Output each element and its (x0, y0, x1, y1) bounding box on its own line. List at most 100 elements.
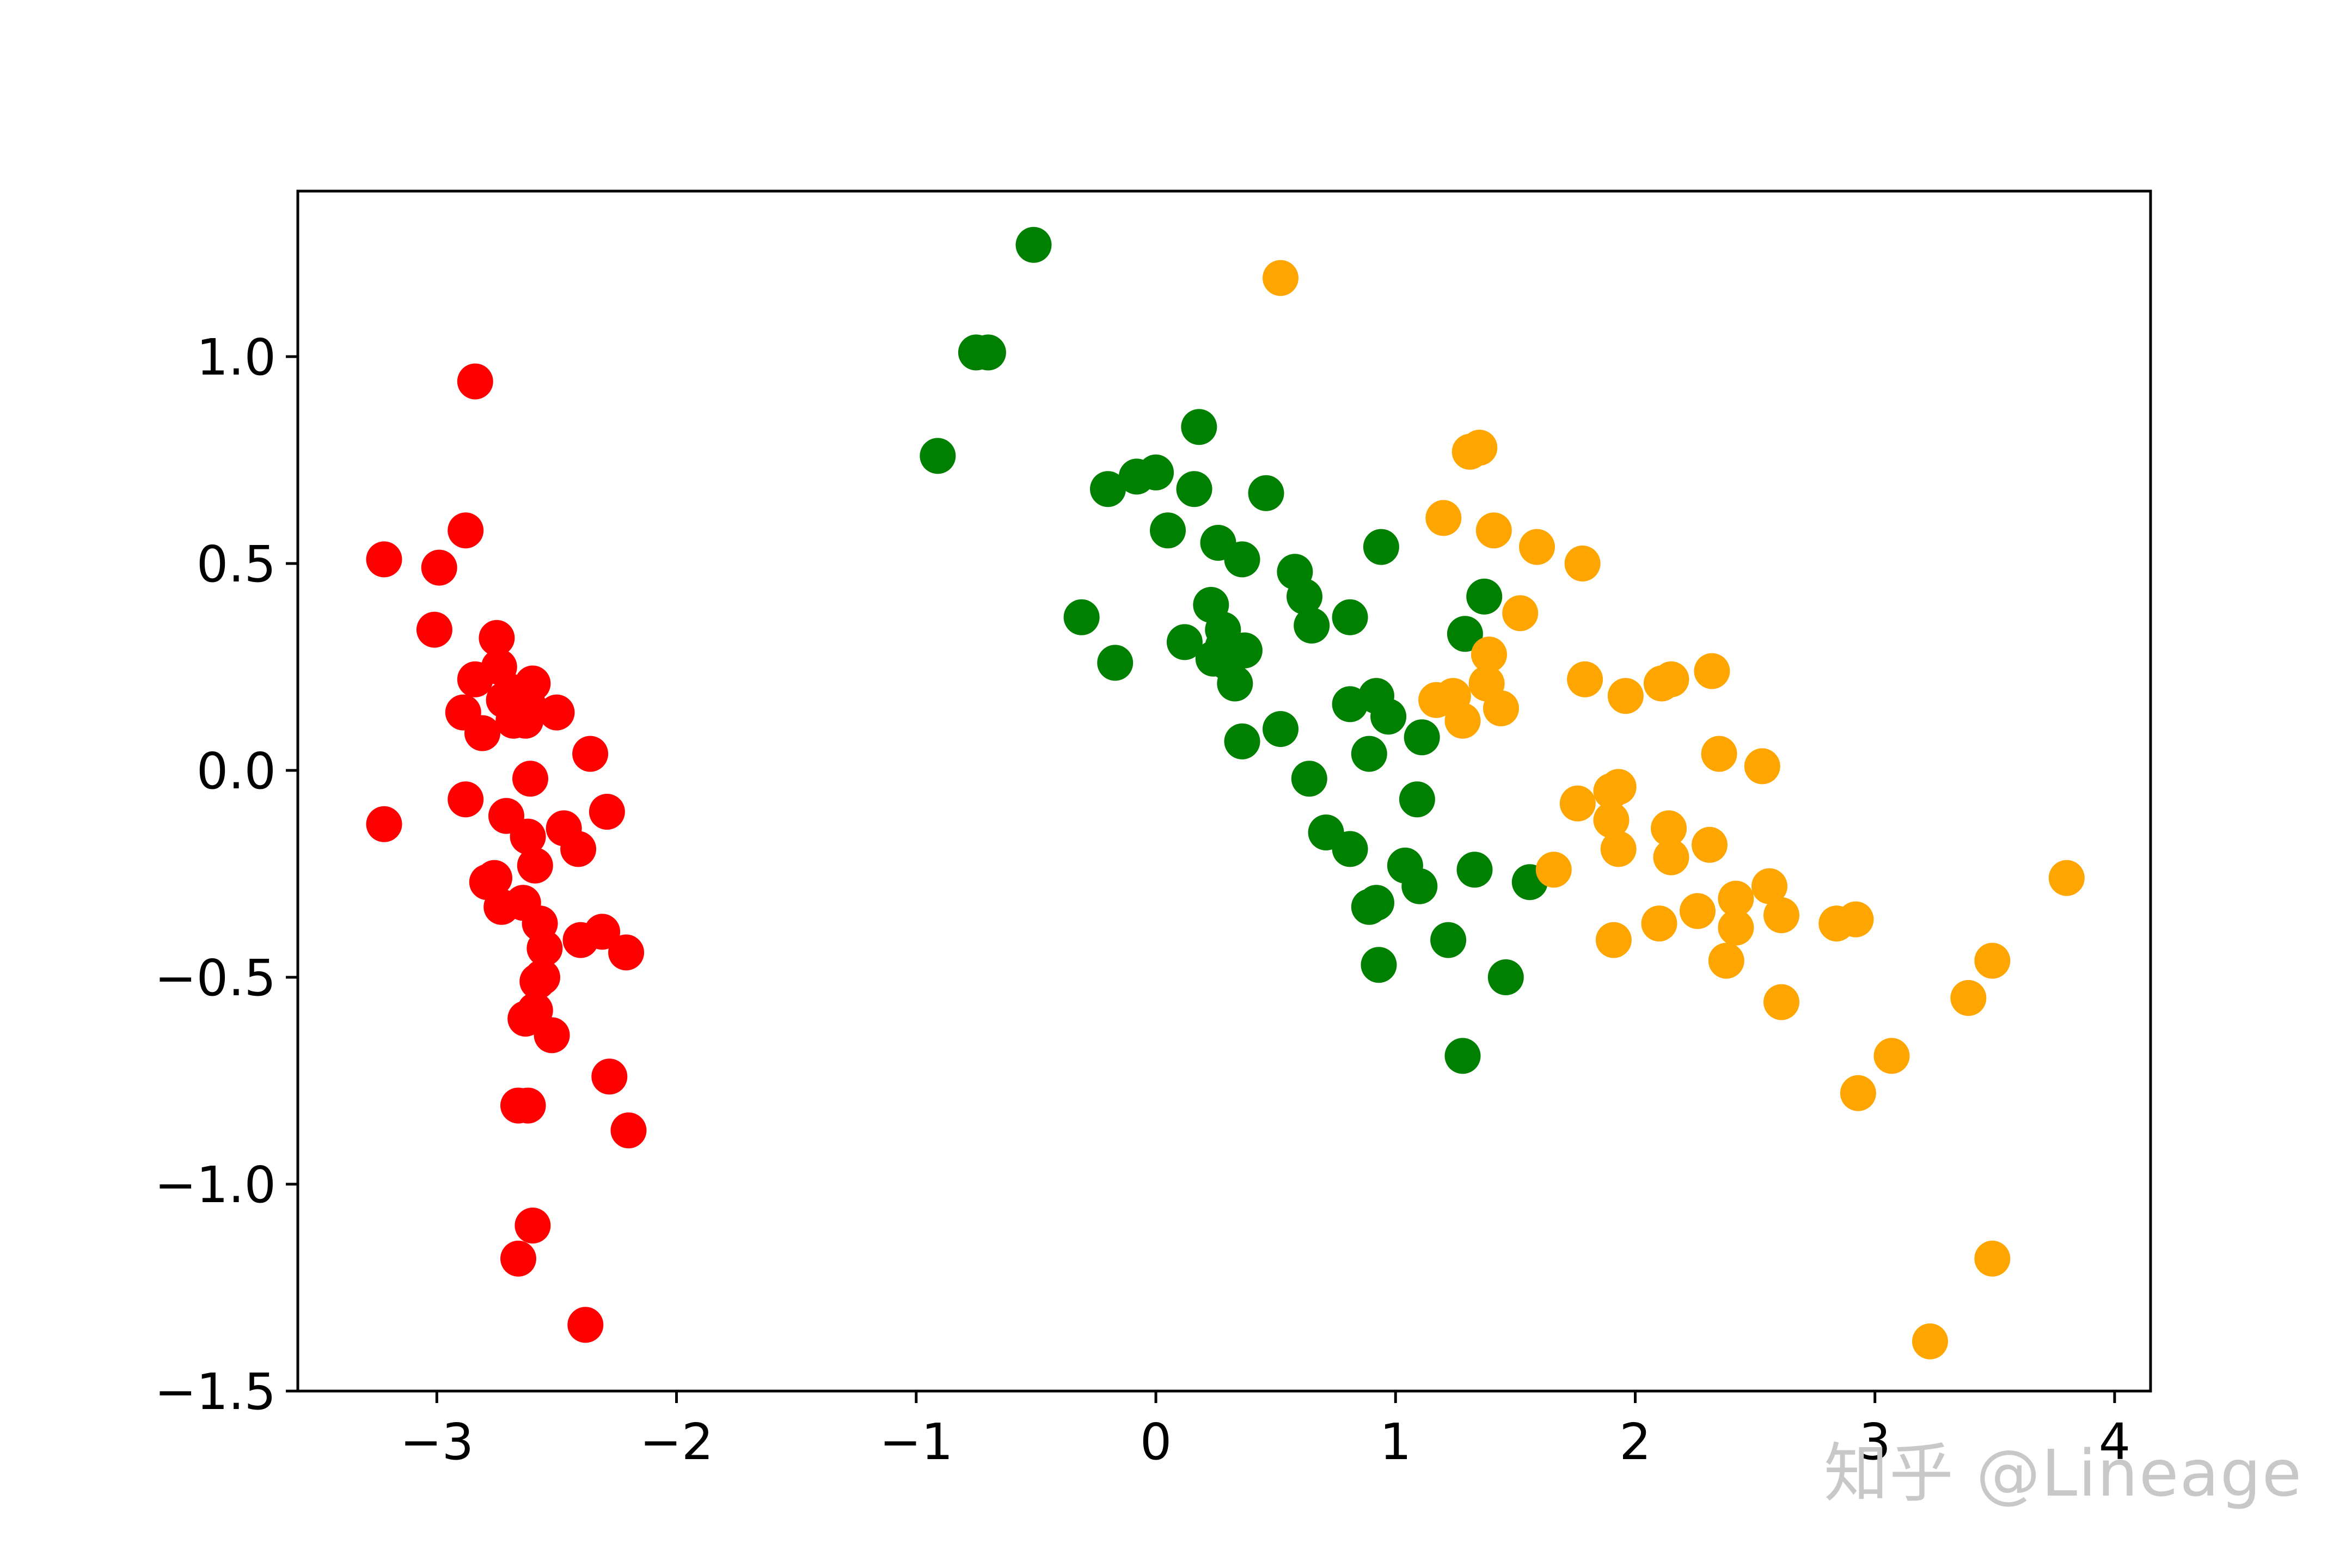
data-point-series-1 (591, 1058, 628, 1095)
watermark: 知乎 @Lineage (1824, 1436, 2303, 1511)
data-point-series-3 (1680, 893, 1716, 929)
data-point-series-3 (1701, 736, 1737, 772)
data-point-series-3 (1718, 880, 1754, 917)
data-point-series-1 (512, 761, 548, 797)
data-point-series-3 (1950, 980, 1987, 1016)
data-point-series-3 (1653, 661, 1689, 697)
x-tick-label: 0 (1140, 1413, 1172, 1471)
x-tick-label: 2 (1619, 1413, 1651, 1471)
data-point-series-3 (1559, 785, 1596, 822)
data-point-series-1 (608, 934, 645, 971)
data-point-series-1 (366, 541, 402, 578)
data-point-series-3 (1461, 430, 1498, 466)
data-point-series-3 (1600, 831, 1637, 867)
data-point-series-1 (526, 930, 563, 966)
data-point-series-3 (1593, 802, 1630, 838)
data-point-series-3 (1873, 1038, 1910, 1074)
data-point-series-1 (416, 611, 452, 648)
data-point-series-3 (1483, 690, 1519, 726)
data-point-series-2 (1370, 699, 1407, 735)
data-point-series-3 (1763, 984, 1799, 1020)
data-point-series-2 (1217, 665, 1253, 702)
data-point-series-2 (1466, 578, 1503, 615)
data-point-series-2 (1358, 885, 1394, 921)
data-point-series-3 (1535, 852, 1572, 888)
plot-frame (296, 189, 2152, 1393)
data-point-series-2 (1138, 454, 1174, 491)
data-point-series-2 (1176, 471, 1212, 507)
data-point-series-1 (479, 620, 515, 656)
data-point-series-2 (1351, 736, 1387, 772)
data-point-series-3 (1692, 826, 1728, 863)
data-point-series-2 (1447, 616, 1483, 652)
data-point-series-2 (1287, 578, 1322, 615)
data-point-series-3 (1595, 922, 1632, 958)
y-tick-label: −0.5 (155, 949, 276, 1007)
data-point-series-2 (1291, 761, 1327, 797)
x-tick-label: −2 (640, 1413, 714, 1471)
data-point-series-2 (1363, 529, 1399, 565)
y-tick-label: −1.0 (155, 1156, 276, 1214)
data-point-series-1 (507, 1001, 544, 1037)
y-tick-label: 1.0 (197, 328, 276, 387)
data-point-series-3 (1708, 942, 1744, 979)
data-point-series-2 (1361, 947, 1397, 983)
y-axis: 1.0 0.5 0.0 −0.5 −1.0 −1.5 (155, 328, 298, 1421)
data-point-series-3 (1600, 769, 1637, 805)
data-point-series-2 (1150, 512, 1186, 549)
data-point-series-1 (500, 1240, 536, 1277)
data-point-series-2 (1401, 868, 1438, 904)
data-point-series-3 (1694, 653, 1730, 689)
data-point-series-1 (560, 831, 597, 867)
data-point-series-3 (1502, 595, 1539, 632)
data-point-series-2 (1332, 831, 1368, 867)
data-point-series-1 (507, 702, 544, 739)
data-point-series-1 (510, 1087, 546, 1124)
data-point-series-3 (1567, 661, 1603, 697)
data-point-series-3 (1653, 839, 1689, 875)
data-point-series-3 (1519, 529, 1555, 565)
data-point-series-2 (1399, 781, 1435, 818)
x-tick-label: 3 (1859, 1413, 1891, 1471)
data-point-series-2 (1248, 475, 1284, 511)
data-point-series-1 (476, 860, 512, 896)
data-point-series-2 (1097, 645, 1134, 681)
data-point-series-3 (1912, 1323, 1948, 1359)
data-point-series-1 (610, 1112, 647, 1149)
x-tick-label: 1 (1380, 1413, 1412, 1471)
y-tick-label: 0.0 (197, 742, 276, 800)
data-point-series-3 (1744, 748, 1780, 785)
data-point-series-1 (538, 694, 575, 731)
data-point-series-2 (920, 438, 956, 474)
x-tick-label: −1 (879, 1413, 953, 1471)
data-point-series-1 (534, 1017, 570, 1054)
data-point-series-3 (1471, 636, 1507, 673)
data-point-series-3 (1718, 909, 1754, 946)
y-tick-label: −1.5 (155, 1363, 276, 1421)
data-point-series-1 (421, 549, 457, 586)
data-point-series-3 (1974, 1240, 2011, 1277)
data-point-series-1 (589, 794, 625, 830)
y-tick-label: 0.5 (197, 535, 276, 593)
data-point-series-3 (1263, 260, 1298, 296)
data-point-series-1 (457, 363, 493, 400)
data-point-series-2 (1332, 686, 1368, 722)
data-point-series-2 (1166, 624, 1203, 660)
data-point-series-1 (524, 959, 560, 995)
data-point-series-3 (1425, 500, 1462, 536)
data-point-series-3 (1475, 512, 1512, 549)
data-point-series-3 (1751, 868, 1787, 904)
data-point-series-3 (1763, 897, 1799, 933)
data-point-series-2 (1294, 608, 1330, 644)
data-point-series-1 (584, 914, 621, 950)
data-point-series-2 (970, 334, 1006, 371)
data-point-series-3 (1607, 678, 1644, 714)
data-point-series-2 (1404, 719, 1440, 756)
data-point-series-1 (510, 818, 546, 855)
data-point-series-2 (1332, 599, 1368, 635)
data-point-series-3 (1974, 942, 2011, 979)
data-point-series-1 (448, 512, 484, 549)
data-point-series-1 (517, 847, 553, 884)
data-point-series-2 (1181, 409, 1217, 445)
